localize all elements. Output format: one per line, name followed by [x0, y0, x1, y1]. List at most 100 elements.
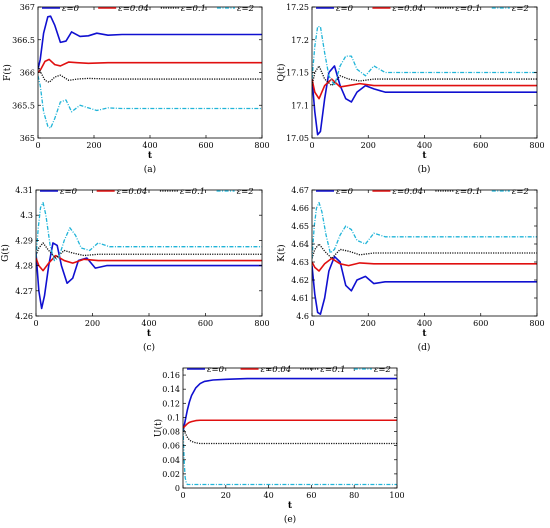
series-line-1: [36, 242, 262, 310]
y-tick-label: 17.1: [291, 101, 309, 110]
legend: ε=0 ε=0.04 ε=0.1 ε=2: [316, 4, 529, 14]
legend-label-4: ε=2: [512, 4, 529, 14]
legend-label-1: ε=0: [62, 4, 80, 14]
y-tick-label: 4.26: [15, 312, 33, 321]
y-tick-label: 366: [20, 69, 35, 78]
chart-panel-2: 0 200 400 600 800 17.05 17.1 17.15 17.2 17.25 t Q(t…: [276, 3, 545, 175]
x-tick-label: 60: [306, 491, 316, 500]
x-tick-label: 800: [529, 319, 544, 328]
legend-label-3: ε=0.1: [455, 187, 480, 197]
legend-label-4: ε=2: [237, 187, 254, 197]
x-tick-label: 0: [309, 319, 314, 328]
x-tick-label: 40: [264, 491, 274, 500]
legend-label-3: ε=0.1: [455, 4, 480, 14]
y-tick-label: 4.31: [15, 186, 33, 195]
x-axis-label: t: [288, 501, 293, 511]
y-tick-label: 17.25: [286, 3, 309, 12]
legend: ε=0 ε=0.04 ε=0.1 ε=2: [42, 4, 254, 14]
y-axis-label: G(t): [0, 244, 11, 262]
series-line-2: [36, 254, 262, 272]
legend-label-1: ε=0: [207, 365, 225, 375]
y-axis-label: Q(t): [276, 63, 287, 81]
x-tick-label: 80: [349, 491, 359, 500]
series-line-3: [312, 65, 537, 87]
x-tick-label: 200: [86, 141, 101, 150]
series-line-4: [183, 427, 397, 486]
y-tick-label: 4.6: [296, 312, 309, 321]
plot-frame: [35, 189, 263, 317]
x-axis-label: t: [148, 151, 153, 161]
legend-label-2: ε=0.04: [117, 187, 148, 197]
y-tick-label: 4.66: [291, 204, 309, 213]
legend-label-4: ε=2: [374, 365, 391, 375]
x-tick-label: 200: [85, 319, 100, 328]
chart-panel-3: 0 200 400 600 800 4.26 4.27 4.28 4.29 4.3 4.31 t G(t…: [0, 186, 270, 353]
y-tick-label: 4.3: [20, 211, 33, 220]
y-tick-label: 0.02: [162, 470, 180, 479]
y-tick-label: 365.5: [12, 101, 35, 110]
y-tick-label: 0: [175, 484, 180, 493]
series-line-2: [312, 78, 537, 100]
x-tick-label: 600: [473, 141, 488, 150]
x-axis-label: t: [147, 329, 152, 339]
x-tick-label: 100: [389, 491, 404, 500]
y-tick-label: 4.64: [291, 240, 309, 249]
y-tick-label: 365: [20, 134, 35, 143]
legend-label-1: ε=0: [336, 187, 354, 197]
series-line-4: [312, 26, 537, 87]
series-line-1: [312, 255, 537, 315]
series-line-1: [183, 377, 397, 432]
x-tick-label: 800: [254, 319, 269, 328]
series-line-4: [312, 201, 537, 259]
y-tick-label: 0.1: [167, 413, 180, 422]
legend-label-2: ε=0.04: [392, 4, 423, 14]
series-line-4: [36, 201, 262, 262]
x-axis-label: t: [422, 329, 427, 339]
x-tick-label: 0: [180, 491, 185, 500]
y-tick-label: 0.14: [162, 385, 180, 394]
series-line-3: [312, 243, 537, 260]
x-tick-label: 400: [417, 319, 432, 328]
legend: ε=0 ε=0.04 ε=0.1 ε=2: [40, 187, 254, 197]
x-tick-label: 0: [35, 141, 40, 150]
panel-caption: (c): [143, 342, 155, 353]
legend-label-2: ε=0.04: [392, 187, 423, 197]
x-axis-label: t: [422, 151, 427, 161]
y-tick-label: 4.62: [291, 276, 309, 285]
x-tick-label: 0: [33, 319, 38, 328]
y-tick-label: 4.28: [15, 262, 33, 271]
y-tick-label: 367: [20, 3, 35, 12]
y-tick-label: 4.27: [15, 287, 33, 296]
x-tick-label: 600: [198, 319, 213, 328]
series-line-3: [183, 427, 397, 445]
legend: ε=0 ε=0.04 ε=0.1 ε=2: [187, 365, 391, 375]
legend-label-4: ε=2: [512, 187, 529, 197]
x-tick-label: 800: [529, 141, 544, 150]
x-tick-label: 600: [198, 141, 213, 150]
y-tick-label: 366.5: [12, 36, 35, 45]
legend-label-2: ε=0.04: [118, 4, 149, 14]
legend-label-3: ε=0.1: [320, 365, 345, 375]
y-tick-label: 0.04: [162, 456, 180, 465]
series-line-2: [312, 257, 537, 272]
series-line-3: [38, 65, 262, 83]
legend-label-3: ε=0.1: [180, 187, 205, 197]
series-line-4: [38, 75, 262, 129]
panel-caption: (e): [284, 514, 296, 525]
y-tick-label: 17.15: [286, 69, 309, 78]
series-line-3: [36, 242, 262, 259]
plot-frame: [182, 367, 398, 489]
x-tick-label: 400: [142, 141, 157, 150]
y-tick-label: 0.08: [162, 428, 180, 437]
y-tick-label: 0.16: [162, 371, 180, 380]
y-tick-label: 4.65: [291, 222, 309, 231]
y-axis-label: U(t): [153, 419, 164, 437]
panel-caption: (d): [418, 342, 431, 353]
y-tick-label: 0.06: [162, 442, 180, 451]
x-tick-label: 400: [141, 319, 156, 328]
x-tick-label: 0: [309, 141, 314, 150]
chart-panel-5: 0 20 40 60 80 100 0 0.02 0.04 0.06 0.08 0.1 0.12 0.14…: [153, 365, 405, 525]
legend-label-1: ε=0: [336, 4, 354, 14]
y-tick-label: 4.29: [15, 236, 33, 245]
